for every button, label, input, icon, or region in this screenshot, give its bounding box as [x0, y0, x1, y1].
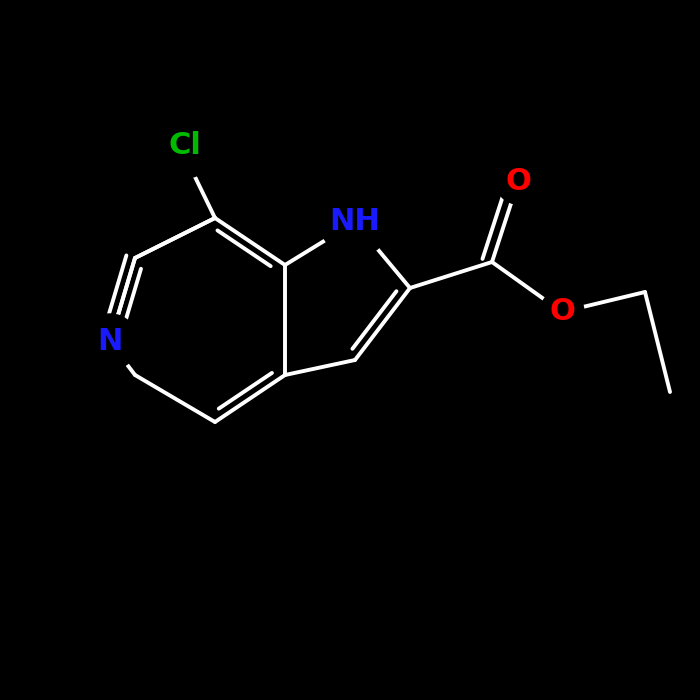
Circle shape: [153, 114, 217, 178]
Circle shape: [496, 160, 540, 204]
Circle shape: [320, 187, 390, 257]
Text: O: O: [505, 167, 531, 197]
Circle shape: [540, 290, 584, 334]
Text: Cl: Cl: [169, 132, 202, 160]
Text: O: O: [549, 298, 575, 326]
Text: N: N: [97, 328, 122, 356]
Circle shape: [82, 314, 138, 370]
Text: NH: NH: [330, 207, 380, 237]
